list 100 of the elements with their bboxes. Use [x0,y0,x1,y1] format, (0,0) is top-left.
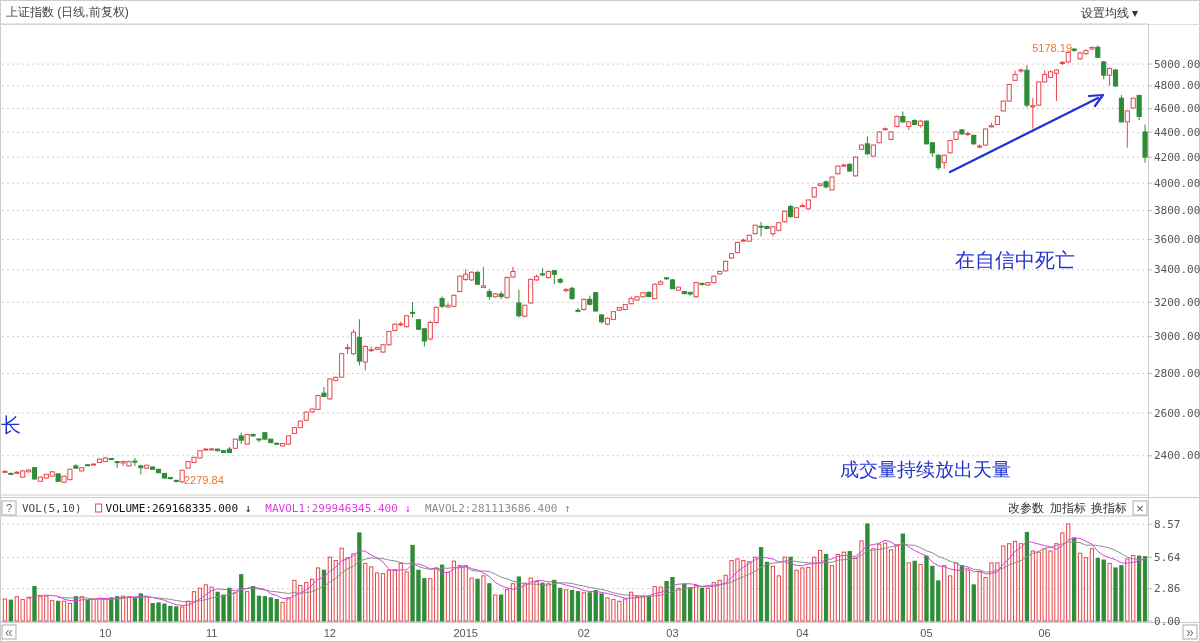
y-tick-label: 4600.00 [1154,102,1200,116]
annotation: 长 [1,414,21,436]
y-tick-label: 4000.00 [1154,176,1200,190]
y-tick-label: 5.64 [1154,550,1181,564]
bar [380,573,386,622]
bar [947,575,953,622]
x-tick-label: 11 [206,627,218,639]
bar [758,547,764,622]
y-tick-label: 2400.00 [1154,449,1200,463]
bar [510,583,516,622]
bar [475,578,480,622]
bar [835,553,840,622]
legend: VOL(5,10) VOLUME:269168335.000 ↓ MAVOL1:299946345.400 ↓ MAVOL2:281113686.400 ↑ [22,501,571,515]
bar [132,596,138,622]
bar [581,592,586,622]
y-tick-label: 2800.00 [1154,367,1200,381]
bar [445,571,451,622]
bar [439,564,445,622]
bar [374,572,380,622]
x-tick-label: 10 [99,627,112,639]
x-tick-label: 04 [796,627,809,639]
chart-title: 上证指数 (日线,前复权) [6,5,129,19]
bar [953,562,959,622]
y-tick-label: 4200.00 [1154,150,1200,164]
bar [569,590,575,622]
bar [504,588,510,622]
bar [900,533,905,622]
bar [239,574,244,622]
bar [918,564,923,622]
bar [144,596,149,622]
bar [487,583,492,622]
x-tick-label: 03 [666,627,679,639]
bar [823,553,829,622]
bar [357,532,362,622]
bar [126,596,132,622]
bar [894,544,900,622]
bar [640,595,646,622]
bar [55,600,61,622]
bar [540,582,545,622]
x-tick-label: 2015 [453,627,478,639]
bar [971,584,976,622]
legend-label: VOLUME:269168335.000 ↓ [105,501,252,515]
bar [386,569,392,622]
bar [262,596,267,622]
bar [315,567,321,622]
bar [1142,556,1148,622]
bar [61,600,67,622]
bar [942,565,947,622]
bar [1012,540,1018,622]
text: 换指标 [1091,501,1127,515]
bar [764,561,770,622]
bar [321,569,327,622]
text: 加指标 [1050,501,1086,515]
annotation: 2279.84 [184,474,224,486]
bar [180,606,185,622]
x-tick-label: 02 [577,627,590,639]
bar [888,549,894,622]
bar [1072,537,1077,622]
bar [841,551,846,622]
text: 设置均线 ▾ [1080,6,1138,20]
bar [67,603,73,622]
bar [451,560,457,622]
bar [1107,562,1112,622]
bar [499,594,504,622]
y-tick-label: 2600.00 [1154,406,1200,420]
bar [564,589,569,622]
bar [959,565,965,622]
y-tick-label: 3600.00 [1154,232,1200,246]
text: » [1186,624,1195,640]
bar [245,591,250,622]
bar [829,565,835,622]
bar [575,591,581,622]
bar [32,586,37,622]
y-tick-label: 2.86 [1154,582,1181,596]
bar [191,591,197,622]
y-tick-label: 3400.00 [1154,263,1200,277]
bar [965,569,970,622]
bar [912,560,917,622]
y-tick-label: 3200.00 [1154,295,1200,309]
bar [847,551,852,622]
annotation: 成交量持续放出天量 [839,458,1011,480]
x-tick-label: 05 [920,627,933,639]
annotation: 5178.19 [1032,42,1072,54]
bar [516,576,522,622]
y-tick-label: 4800.00 [1154,79,1200,93]
legend-title: VOL(5,10) [22,501,82,515]
bar [1137,555,1142,622]
y-tick-label: 4400.00 [1154,125,1200,139]
bar [788,556,793,622]
x-tick-label: 06 [1038,627,1051,639]
text: « [5,624,14,640]
bar [906,562,911,622]
y-tick-label: 3800.00 [1154,204,1200,218]
text: ? [5,502,13,514]
text: 改参数 [1008,501,1044,515]
bar [699,587,705,622]
bar [705,587,711,622]
bar [85,599,90,622]
bar [634,596,640,622]
y-tick-label: 3000.00 [1154,330,1200,344]
